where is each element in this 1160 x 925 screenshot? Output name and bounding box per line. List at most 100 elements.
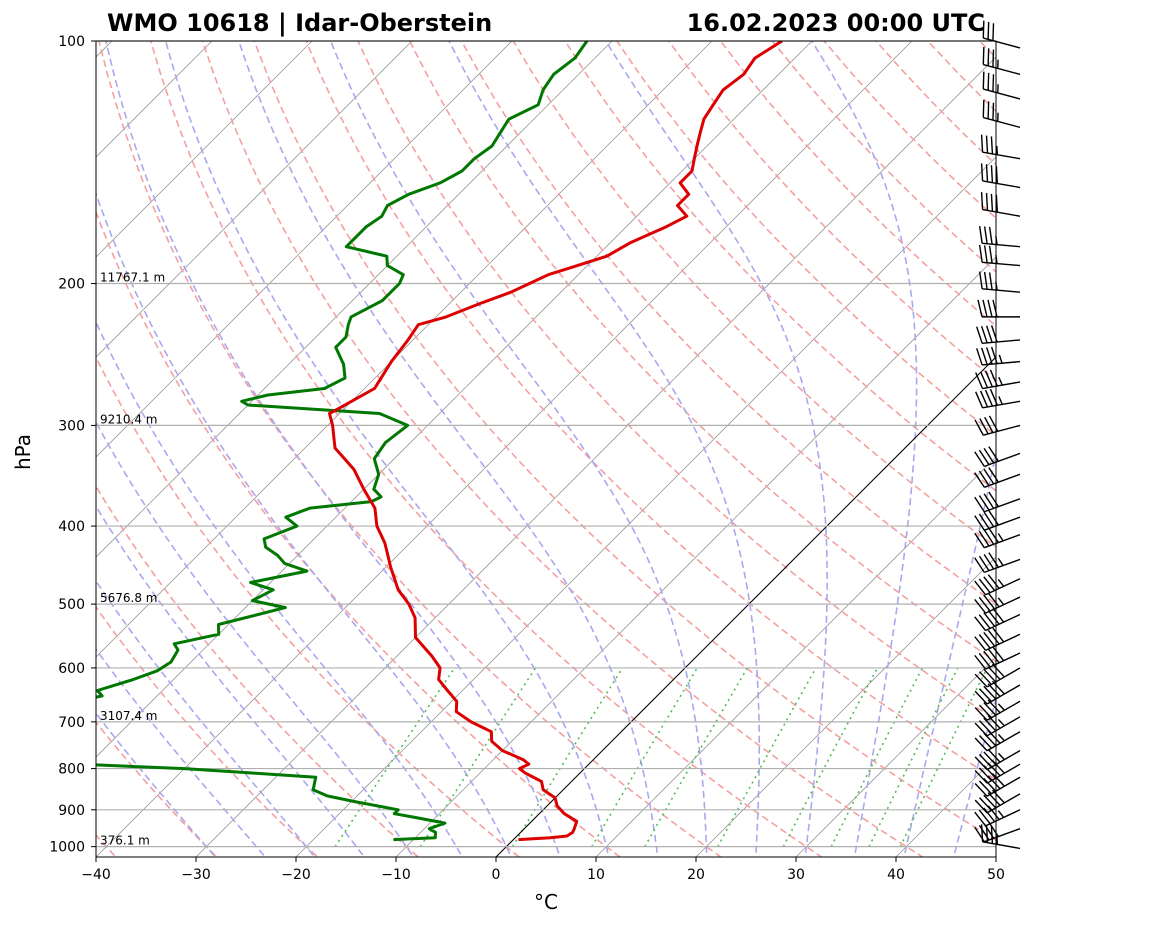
wind-barb-staff [985,613,1021,632]
wind-barb-full [976,348,983,366]
wind-barb-half [997,703,1005,711]
wind-barb-full [990,193,994,212]
wind-barb-staff [986,700,1021,721]
wind-barb-full [974,616,987,631]
isotherm-line [96,41,413,358]
isotherm-line [96,41,613,558]
wind-barb [974,574,1021,596]
wind-barb-full [995,166,999,184]
wind-barb-full [974,496,985,513]
wind-barb-full [978,720,992,734]
profiles [96,41,783,842]
wind-barb-staff [982,288,1021,293]
wind-barb-full [983,553,995,570]
wind-barb-full [980,134,984,153]
wind-barb-full [991,663,1005,678]
wind-barb-full [978,652,991,668]
wind-barb-full [987,748,1001,763]
x-tick-label: 0 [492,867,501,883]
wind-barb-full [974,783,988,797]
wind-barb [974,592,1021,614]
wind-barb-staff [982,151,1021,160]
wind-barb-full [983,807,996,823]
height-label: 5676.8 m [100,591,158,605]
isotherm-line [96,41,213,158]
isotherm-line [395,256,996,857]
wind-barb-full [978,735,992,749]
wind-barb-staff [984,534,1021,549]
wind-barb-full [987,72,990,91]
wind-barb-full [978,634,991,649]
isotherm-line [96,41,713,658]
wind-barb-full [982,47,985,65]
wind-barb-full [983,594,996,610]
wind-barb [982,71,1021,100]
isotherm-line [695,556,996,857]
wind-barb-staff [985,652,1021,670]
wind-barb [974,773,1021,797]
y-axis-label: hPa [11,434,35,470]
dry-adiabat [616,41,996,437]
dry-adiabat [253,41,996,842]
wind-barb-full [983,529,995,545]
y-tick-label: 800 [58,762,85,778]
wind-barb-full [976,326,983,344]
wind-barb-half [997,810,1005,818]
isotherm-line [96,41,513,458]
pressure-gridlines [96,40,996,848]
wind-barb-staff [984,516,1021,531]
dry-adiabat [201,41,925,857]
wind-barb-full [974,557,985,573]
y-tick-label: 300 [58,418,85,434]
dry-adiabat [305,41,996,781]
wind-barb-staff [983,116,1021,129]
y-tick-label: 900 [58,803,85,819]
wind-barb-full [974,826,985,843]
x-tick-label: −20 [281,867,311,883]
wind-barb-staff [986,750,1021,771]
wind-barb-full [978,225,983,244]
wind-barb-full [988,272,993,290]
wind-barb-full [982,100,985,118]
wind-barb-full [988,467,999,483]
x-tick-label: −40 [81,867,111,883]
x-axis-ticks: −40 −30 −20 −10 0 10 20 30 40 50 [81,857,1005,883]
isotherm-line [295,156,996,857]
wind-barb-full [982,299,988,318]
wind-barb-full [984,370,994,388]
background-lines [96,41,996,857]
wind-barb-full [978,825,990,841]
wind-barb-staff [982,242,1021,248]
height-label: 3107.4 m [100,709,158,723]
wind-barb-staff [982,339,1021,344]
wind-barb-full [985,193,989,211]
wind-barb-staff [984,473,1021,488]
wind-barb-full [988,226,993,245]
x-tick-label: 30 [787,867,805,883]
wind-barb-full [978,513,990,529]
wind-barb [978,271,1021,293]
y-axis-ticks: 100 200 300 400 500 600 700 800 900 1000 [49,34,96,856]
wind-barb-full [984,389,994,407]
wind-barb-staff [985,809,1021,827]
wind-barb-full [985,347,993,365]
wind-barb [974,715,1021,737]
wind-barb-full [991,773,1005,787]
wind-barb-full [978,704,992,719]
wind-barb-staff [982,381,1021,390]
wind-barb-staff [983,424,1021,436]
isotherm-line [595,456,996,857]
moist-adiabat [448,41,761,857]
y-tick-label: 100 [58,34,85,50]
wind-barb-half [995,281,998,291]
wind-barb-full [974,722,988,737]
wind-barb-full [990,165,994,183]
wind-barb-full [980,163,984,181]
dry-adiabat [96,355,521,857]
x-tick-label: −30 [181,867,211,883]
wind-barb-half [997,579,1005,587]
y-tick-label: 200 [58,277,85,293]
wind-barb-full [978,495,990,511]
wind-barb-full [979,418,989,435]
wind-barb-full [974,598,987,614]
